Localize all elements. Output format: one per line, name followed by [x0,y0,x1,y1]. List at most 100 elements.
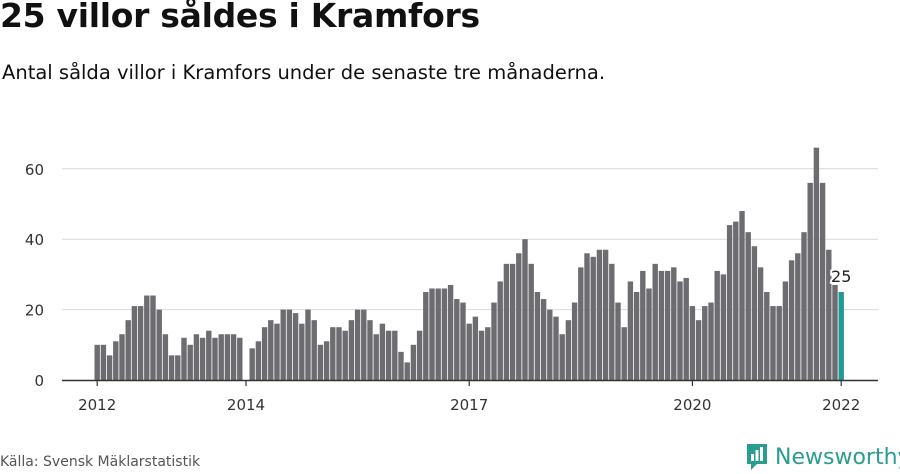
brand-name: Newsworthy [775,444,900,470]
bar [466,323,472,380]
bar [137,306,144,380]
bar [640,270,646,380]
y-tick-label: 60 [25,161,44,179]
bar [206,330,212,380]
x-tick-label: 2022 [822,396,860,414]
bar [658,270,665,380]
bar [429,288,435,380]
bar [398,351,404,380]
bar [776,306,782,380]
bar [683,277,689,380]
bar [435,288,441,380]
bar [237,337,243,380]
bar [553,316,559,380]
bar [299,323,305,380]
bar [677,281,683,380]
bar [348,320,355,380]
bar [516,253,522,380]
bar [633,292,640,380]
brand-logo[interactable]: Newsworthy [745,442,900,472]
bar [757,267,764,380]
bar [416,330,423,380]
bar [342,330,348,380]
bar [528,263,534,380]
bar [590,256,596,380]
bar [578,267,584,380]
bar [770,306,776,380]
bar [652,263,658,380]
bar [311,320,317,380]
bar [460,302,466,380]
x-tick-label: 2014 [227,396,265,414]
chart-title: 25 villor såldes i Kramfors [0,0,480,35]
bar [795,253,801,380]
bar [144,295,150,380]
bar [392,330,398,380]
bar [664,270,671,380]
bar [106,355,113,380]
bar [274,323,280,380]
bar [268,320,274,380]
bar [168,355,175,380]
bar [559,334,565,380]
bar [410,344,417,380]
x-tick-label: 2012 [78,396,116,414]
bar [367,320,373,380]
bar [671,267,677,380]
bar [596,249,603,380]
newsworthy-logo-icon [747,444,767,470]
bar [150,295,156,380]
bar [819,182,826,380]
bar [379,323,386,380]
bar [602,249,609,380]
bar [708,302,714,380]
bar [249,348,255,380]
bar [181,337,187,380]
bar [478,330,485,380]
bar [745,232,751,380]
bar [832,284,838,380]
bar [509,263,516,380]
bar [230,334,237,380]
bar [788,260,795,380]
bar [565,320,572,380]
x-tick-label: 2017 [450,396,488,414]
bar [156,309,162,380]
bar [454,299,460,380]
bar [100,344,107,380]
bar [720,274,727,380]
x-tick-label: 2020 [673,396,711,414]
bar [119,334,125,380]
bar [497,281,503,380]
bar [751,246,758,380]
bar [571,302,578,380]
bar [739,211,745,380]
highlight-bar [838,292,844,380]
bar [305,309,311,380]
bar [423,292,429,380]
bar [261,327,268,380]
bar [187,344,193,380]
bar [646,288,652,380]
bar [609,263,615,380]
bar [689,306,696,380]
highlight-value-label: 25 [831,267,851,286]
y-tick-label: 20 [25,302,44,320]
bar [354,309,361,380]
bar [404,362,410,380]
bar [292,313,299,380]
bar [534,292,541,380]
bar [224,334,231,380]
source-note: Källa: Svensk Mäklarstatistik [0,454,201,470]
bar [782,281,789,380]
bar [491,302,497,380]
bar [113,341,119,380]
bar [627,281,634,380]
bar [695,320,702,380]
bar [813,147,820,380]
bar [193,334,200,380]
bar [826,249,832,380]
bar [485,327,491,380]
bar [385,330,392,380]
